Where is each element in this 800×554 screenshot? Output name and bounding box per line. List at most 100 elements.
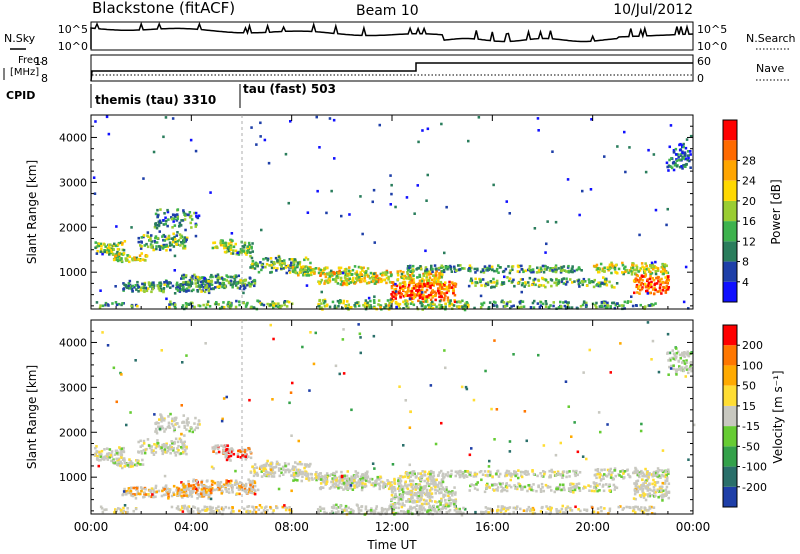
echo-cell [306,270,310,274]
colorbar-frame [722,119,738,303]
echo-cell [620,475,623,478]
echo-cell [357,506,360,510]
echo-cell [160,420,163,423]
echo-cell [380,280,383,284]
echo-cell [426,173,430,177]
echo-cell [551,470,554,474]
nsearch-label: N.Search [746,32,796,45]
echo-cell [598,482,601,486]
echo-cell [210,287,213,291]
echo-cell [477,116,481,119]
echo-cell [633,268,636,272]
echo-cell [276,305,280,308]
echo-cell [545,505,548,508]
echo-cell [334,280,338,283]
echo-cell [540,482,544,486]
echo-cell [149,236,152,240]
echo-cell [150,246,153,249]
echo-cell [513,284,516,288]
echo-cell [164,493,167,496]
echo-cell [189,276,193,279]
echo-cell [548,475,551,479]
echo-cell [104,303,107,307]
echo-cell [650,304,654,307]
echo-cell [602,276,605,279]
echo-cell [666,275,670,279]
velocity-cells [93,321,696,517]
echo-cell [585,303,588,307]
echo-cell [684,165,687,168]
echo-cell [565,306,569,310]
echo-cell [133,258,137,261]
echo-cell [449,498,453,502]
echo-cell [468,267,471,270]
echo-cell [181,441,184,445]
echo-cell [576,485,580,489]
echo-cell [453,486,456,489]
echo-cell [680,165,683,168]
echo-cell [394,494,397,498]
echo-cell [370,509,373,512]
echo-cell [341,271,345,275]
echo-cell [169,303,173,306]
echo-cell [666,207,670,211]
echo-cell [539,284,543,287]
echo-cell [287,470,291,474]
echo-cell [102,458,106,461]
echo-cell [427,272,431,275]
echo-cell [560,267,564,270]
echo-cell [563,304,567,308]
echo-cell [496,509,499,512]
echo-cell [384,304,388,308]
echo-cell [165,444,168,447]
echo-cell [660,292,663,295]
echo-cell [241,282,245,285]
echo-cell [509,269,512,272]
echo-cell [395,293,398,296]
echo-cell [96,250,99,253]
echo-cell [355,484,358,487]
echo-cell [632,264,635,267]
echo-cell [440,270,444,273]
echo-cell [292,270,295,273]
echo-cell [639,283,643,287]
echo-cell [172,245,176,248]
echo-cell [133,286,136,289]
echo-cell [160,494,164,498]
echo-cell [162,219,165,222]
echo-cell [596,470,600,473]
echo-cell [154,422,158,426]
echo-cell [397,506,400,510]
cpid-row: CPID themis (tau) 3310 tau (fast) 503 [6,82,336,108]
echo-cell [346,477,350,481]
echo-cell [652,474,655,477]
echo-cell [230,479,233,483]
echo-cell [603,301,606,305]
echo-cell [385,269,389,273]
echo-cell [505,469,509,473]
echo-cell [595,263,599,267]
echo-cell [652,506,656,509]
echo-cell [641,265,644,268]
echo-cell [113,453,117,456]
echo-cell [542,302,545,306]
echo-cell [569,506,572,510]
echo-cell [342,281,345,285]
echo-cell [436,282,439,286]
echo-cell [350,306,353,309]
echo-cell [589,188,593,191]
echo-cell [554,474,558,477]
echo-cell [495,305,499,308]
echo-cell [227,482,231,485]
echo-cell [168,426,172,429]
echo-cell [111,253,115,256]
echo-cell [208,491,211,495]
echo-cell [428,506,431,509]
echo-cell [109,249,113,252]
echo-cell [244,449,247,452]
echo-cell [166,449,170,453]
echo-cell [315,115,319,119]
echo-cell [322,507,326,510]
echo-cell [512,510,516,514]
echo-cell [453,282,457,285]
